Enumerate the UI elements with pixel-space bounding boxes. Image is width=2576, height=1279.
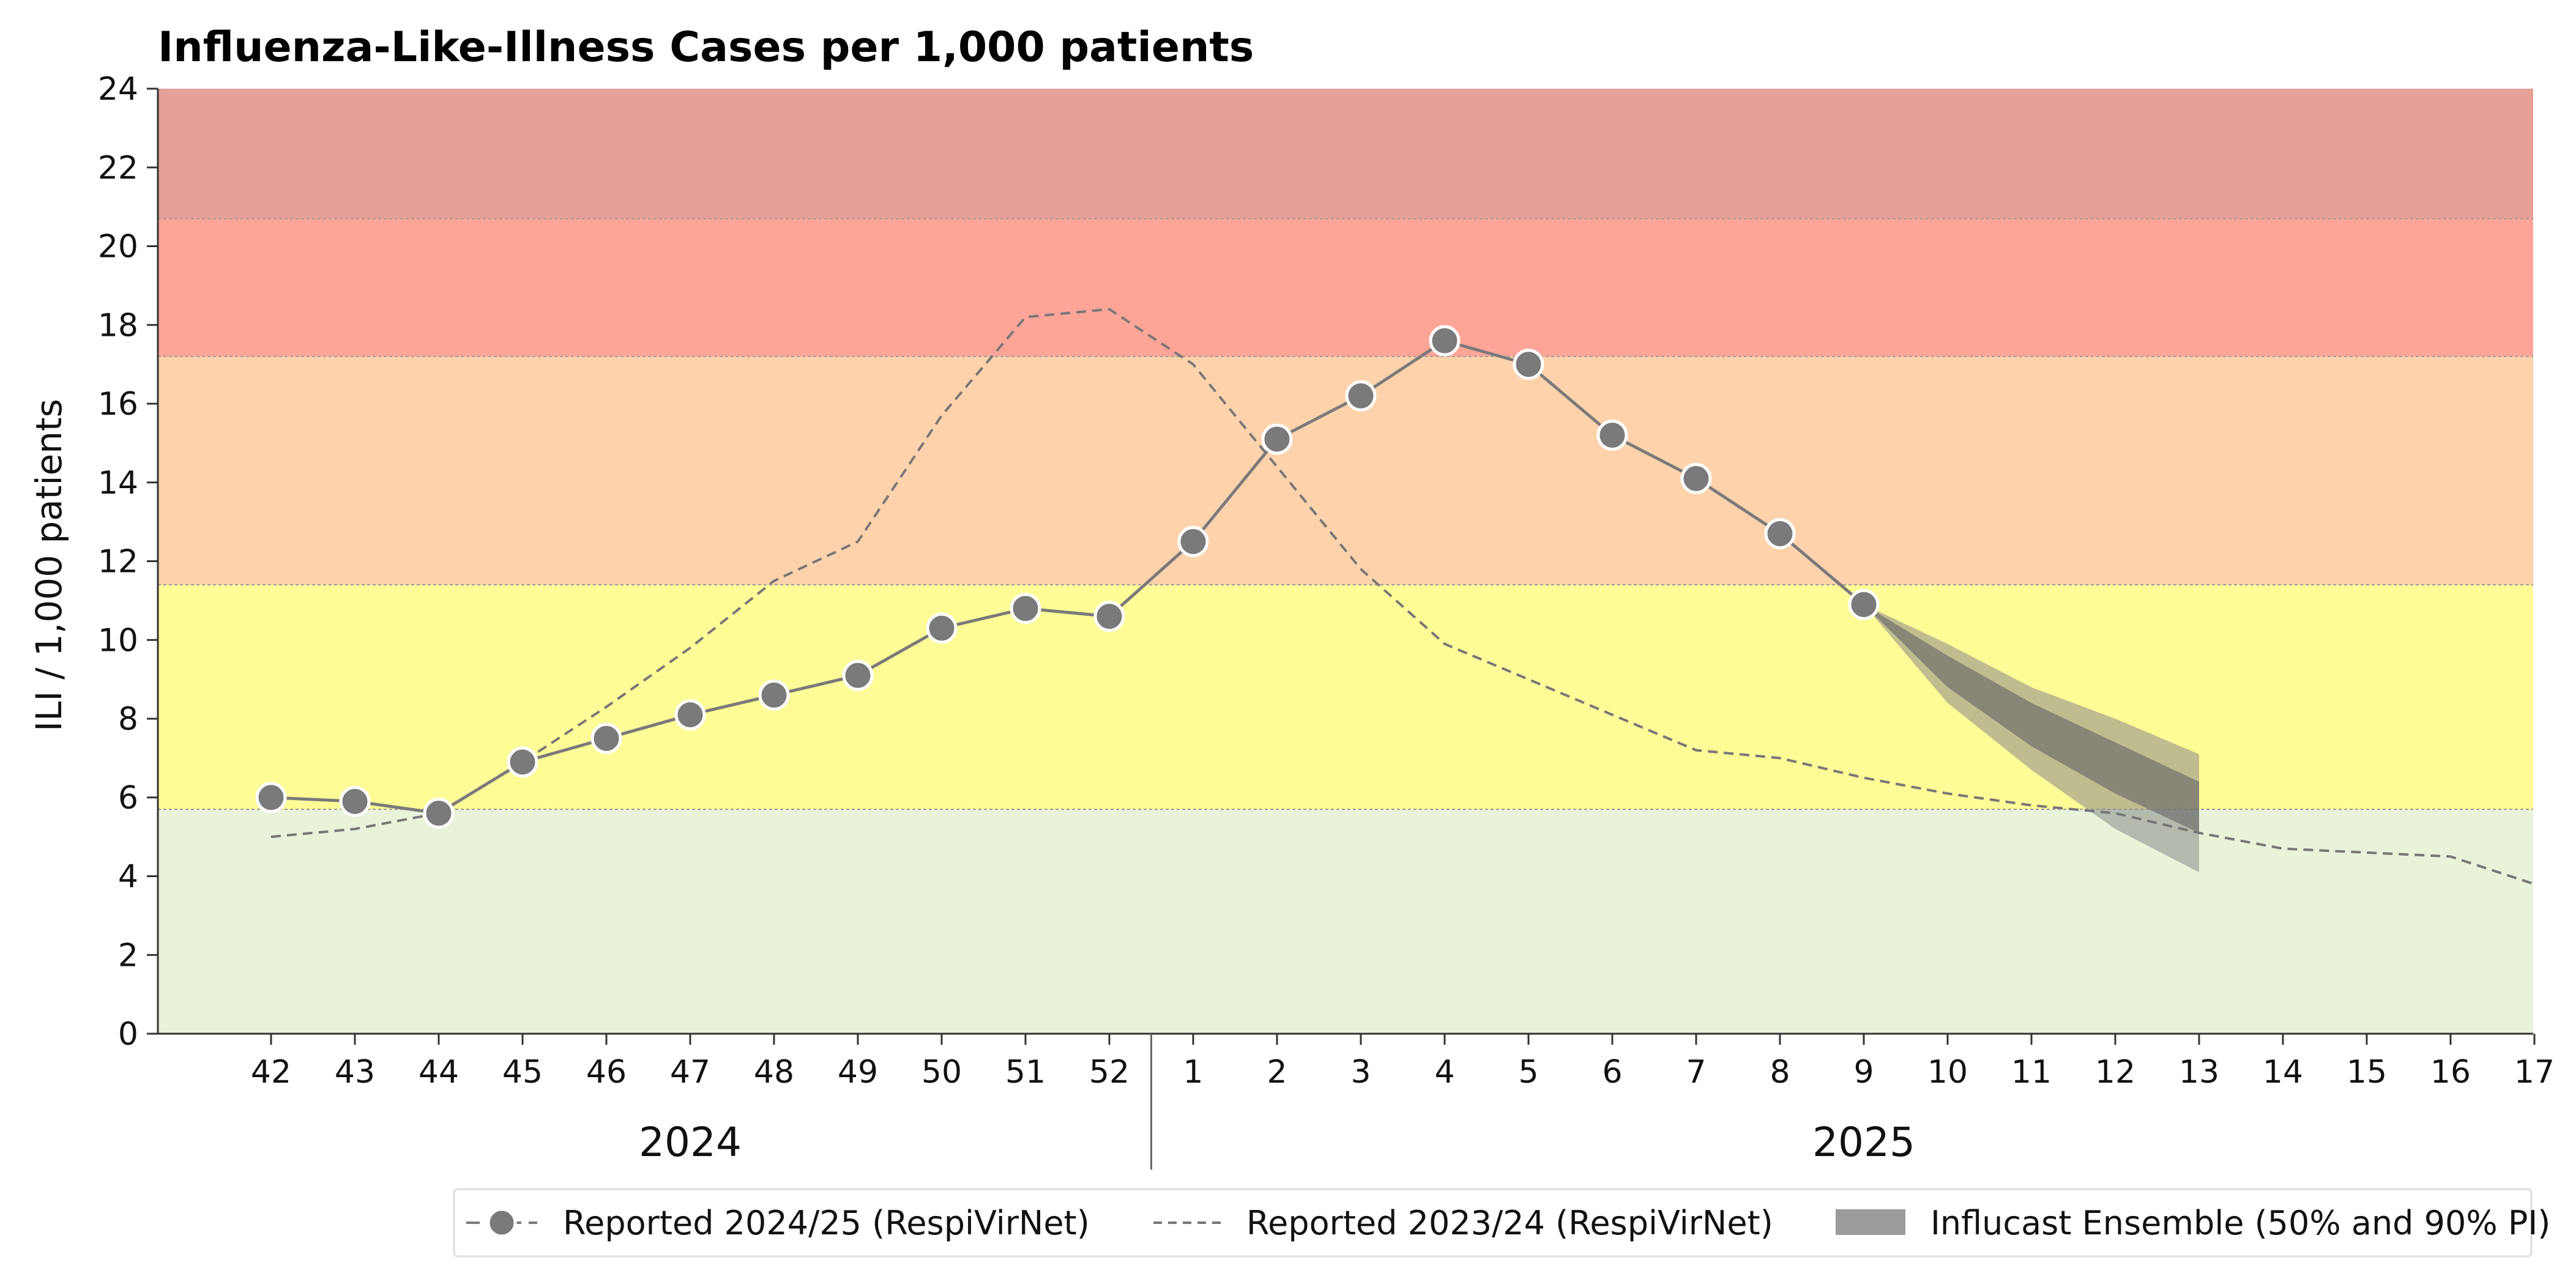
y-tick-label-16: 16: [98, 386, 138, 423]
data-point-week-7: [1680, 462, 1712, 494]
y-tick-label-4: 4: [118, 859, 138, 895]
intensity-band-0: [158, 809, 2533, 1034]
x-tick-label-14: 14: [2263, 1054, 2303, 1091]
y-tick-label-18: 18: [98, 307, 138, 344]
data-point-week-9: [1848, 588, 1880, 620]
y-tick-label-0: 0: [118, 1016, 138, 1053]
data-point-week-2: [1261, 423, 1293, 455]
x-tick-label-51: 51: [1005, 1054, 1046, 1091]
data-point-week-4: [1429, 325, 1461, 357]
y-tick-label-12: 12: [98, 544, 138, 580]
x-tick-label-48: 48: [754, 1054, 794, 1091]
x-tick-label-42: 42: [251, 1054, 291, 1091]
legend-swatch-forecast: [1836, 1209, 1905, 1235]
x-tick-label-16: 16: [2430, 1054, 2471, 1091]
x-tick-label-8: 8: [1770, 1054, 1790, 1091]
axes: [147, 87, 2536, 1170]
data-point-week-6: [1596, 420, 1628, 451]
legend-frame: [453, 1188, 2533, 1258]
legend-swatch-2024-25-marker: [486, 1207, 517, 1238]
x-tick-label-4: 4: [1434, 1054, 1454, 1091]
x-tick-label-45: 45: [502, 1054, 543, 1091]
data-point-week-42: [255, 782, 287, 814]
series-line-2023-24: [270, 308, 2535, 886]
chart-title: Influenza-Like-Illness Cases per 1,000 p…: [158, 23, 1254, 72]
x-tick-label-50: 50: [921, 1054, 962, 1091]
intensity-bands: [158, 89, 2533, 1034]
data-point-week-44: [423, 798, 455, 829]
data-point-week-43: [339, 785, 371, 817]
x-tick-label-1: 1: [1183, 1054, 1203, 1091]
forecast-pi50: [1864, 604, 2199, 833]
x-tick-label-46: 46: [586, 1054, 627, 1091]
data-point-week-47: [674, 699, 706, 731]
data-point-week-52: [1093, 601, 1125, 632]
y-tick-label-6: 6: [118, 780, 138, 817]
x-tick-label-49: 49: [838, 1054, 878, 1091]
x-tick-label-17: 17: [2514, 1054, 2555, 1091]
x-tick-label-43: 43: [335, 1054, 375, 1091]
data-point-week-1: [1177, 525, 1209, 557]
y-axis-label: ILI / 1,000 patients: [28, 399, 70, 732]
series-2023-24: [270, 308, 2535, 886]
year-label-2024: 2024: [639, 1119, 742, 1166]
legend: Reported 2024/25 (RespiVirNet) Reported …: [453, 1188, 2550, 1258]
series-2024-25: [255, 325, 1880, 829]
x-tick-label-6: 6: [1602, 1054, 1622, 1091]
legend-label-forecast: Influcast Ensemble (50% and 90% PI): [1930, 1204, 2550, 1242]
data-point-week-45: [507, 746, 538, 778]
x-tick-label-44: 44: [419, 1054, 459, 1091]
x-tick-label-10: 10: [1927, 1054, 1968, 1091]
y-tick-label-2: 2: [118, 937, 138, 974]
data-point-week-46: [590, 722, 622, 754]
legend-label-2023-24: Reported 2023/24 (RespiVirNet): [1246, 1204, 1773, 1242]
x-tick-label-13: 13: [2179, 1054, 2219, 1091]
data-point-week-49: [842, 659, 874, 691]
y-tick-label-22: 22: [98, 150, 138, 187]
data-point-week-50: [926, 612, 958, 644]
data-point-week-48: [758, 679, 790, 711]
y-tick-label-24: 24: [98, 71, 138, 108]
data-point-week-51: [1010, 593, 1041, 625]
forecast-intervals: [1864, 604, 2199, 873]
x-tick-label-11: 11: [2011, 1054, 2052, 1091]
x-tick-label-2: 2: [1267, 1054, 1287, 1091]
x-tick-label-9: 9: [1853, 1054, 1874, 1091]
y-tick-label-8: 8: [118, 701, 138, 738]
y-tick-label-10: 10: [98, 622, 138, 659]
intensity-band-4: [158, 89, 2533, 219]
intensity-band-3: [158, 218, 2533, 357]
data-point-week-3: [1345, 380, 1377, 412]
data-point-week-5: [1513, 349, 1544, 380]
data-point-week-8: [1764, 517, 1796, 549]
legend-label-2024-25: Reported 2024/25 (RespiVirNet): [563, 1204, 1090, 1242]
year-label-2025: 2025: [1812, 1119, 1915, 1166]
x-tick-label-7: 7: [1686, 1054, 1706, 1091]
y-tick-label-20: 20: [98, 229, 138, 265]
x-tick-label-12: 12: [2095, 1054, 2135, 1091]
year-labels: 2024 2025: [639, 1119, 1915, 1166]
y-tick-label-14: 14: [98, 465, 138, 502]
x-tick-label-5: 5: [1518, 1054, 1538, 1091]
x-tick-label-15: 15: [2347, 1054, 2387, 1091]
x-tick-label-3: 3: [1350, 1054, 1371, 1091]
x-tick-label-52: 52: [1089, 1054, 1130, 1091]
x-tick-label-47: 47: [670, 1054, 710, 1091]
